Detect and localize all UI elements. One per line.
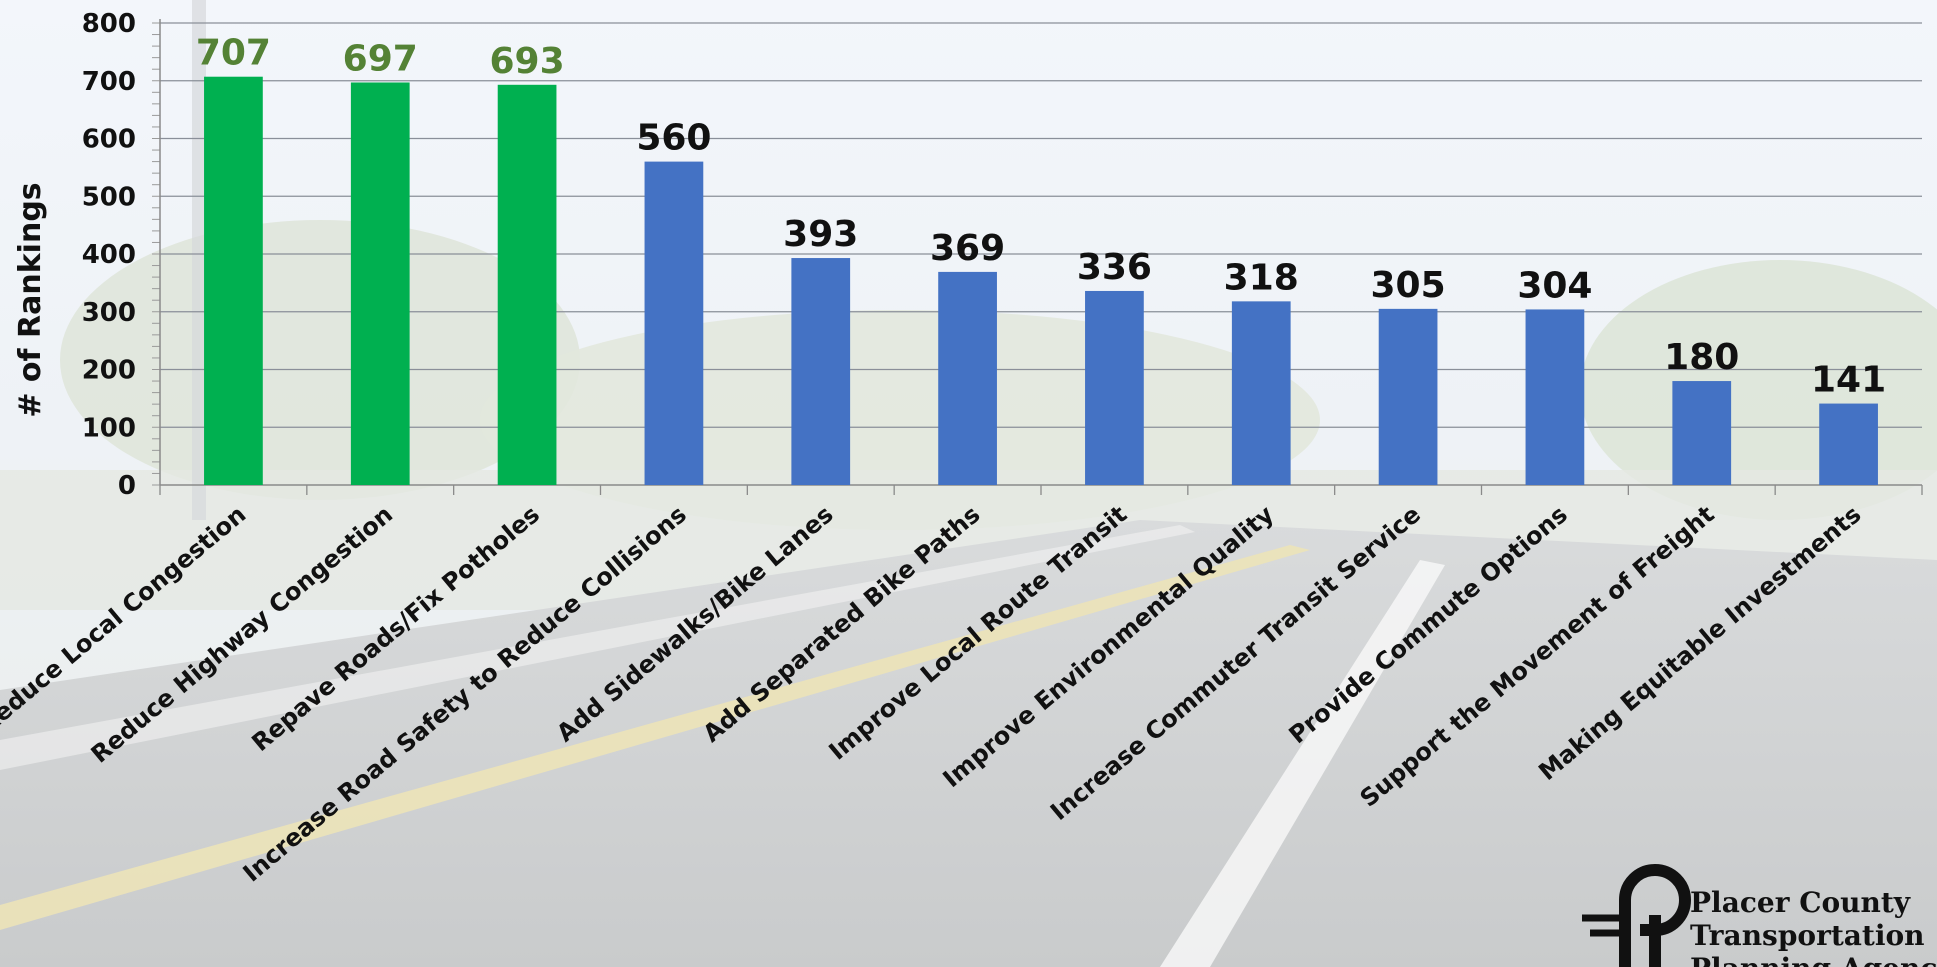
bars	[204, 76, 1878, 486]
value-label: 393	[783, 214, 858, 255]
logo-line-3: Planning Agency	[1690, 952, 1937, 967]
y-tick-label: 400	[82, 240, 136, 270]
bar	[1819, 403, 1878, 485]
gridlines	[160, 22, 1922, 428]
y-axis-label: # of Rankings	[13, 182, 48, 417]
y-tick-label: 100	[82, 413, 136, 443]
y-tick-label: 500	[82, 182, 136, 212]
value-label: 318	[1224, 257, 1299, 298]
logo-line-1: Placer County	[1690, 886, 1911, 919]
value-label: 369	[930, 228, 1005, 269]
value-label: 141	[1811, 360, 1886, 401]
data-labels: 707 697 693 560 393 369 336 318 305 304 180 141	[196, 33, 1886, 401]
bar	[1378, 308, 1438, 485]
value-label: 180	[1664, 337, 1739, 378]
value-label: 305	[1371, 265, 1446, 306]
bar	[791, 258, 851, 485]
bar	[644, 161, 704, 485]
y-tick-label: 800	[82, 9, 136, 39]
value-label: 560	[636, 118, 711, 159]
y-tick-label: 200	[82, 356, 136, 386]
bar	[1085, 290, 1144, 485]
y-tick-label: 700	[82, 67, 136, 97]
bar	[497, 84, 557, 485]
bar	[350, 82, 410, 486]
value-label: 336	[1077, 247, 1152, 288]
value-label: 697	[343, 38, 418, 79]
bar	[1672, 381, 1732, 485]
logo-mark-icon	[1582, 864, 1691, 967]
placer-logo: Placer County Transportation Planning Ag…	[1582, 864, 1937, 967]
bar	[1525, 309, 1585, 485]
value-label: 304	[1517, 265, 1592, 306]
value-label: 707	[196, 33, 271, 74]
bar	[1231, 301, 1291, 485]
y-tick-label: 600	[82, 125, 136, 155]
logo-line-2: Transportation	[1690, 919, 1925, 952]
y-tick-label: 300	[82, 298, 136, 328]
bar	[938, 271, 997, 485]
y-tick-label: 0	[118, 471, 136, 501]
axes: 0 100 200 300 400 500 600 700 800	[82, 9, 1923, 501]
bar	[204, 76, 263, 486]
value-label: 693	[490, 41, 565, 82]
